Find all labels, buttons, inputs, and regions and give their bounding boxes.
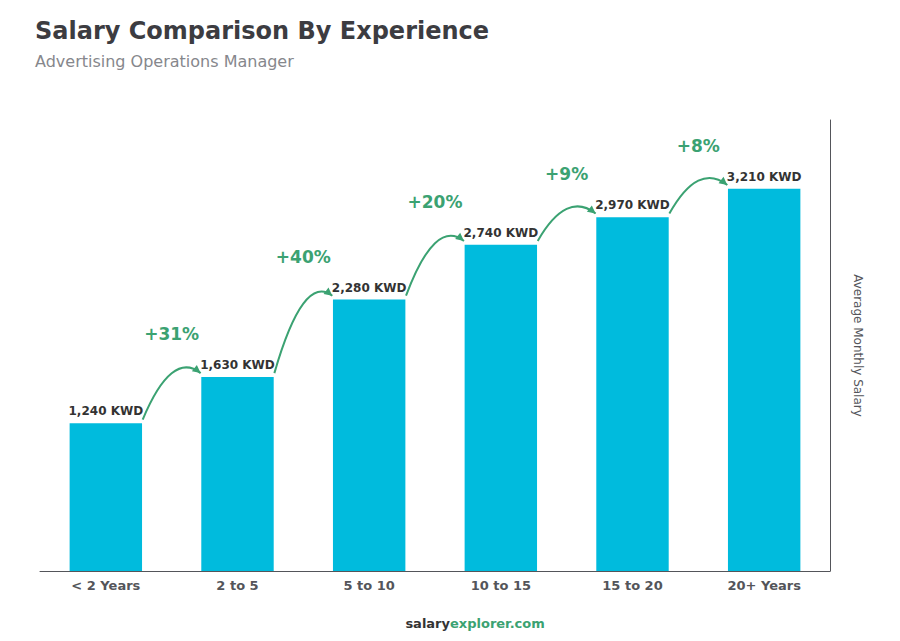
- svg-text:15 to 20: 15 to 20: [602, 578, 662, 593]
- svg-text:5 to 10: 5 to 10: [343, 578, 394, 593]
- svg-text:+8%: +8%: [677, 136, 720, 156]
- svg-text:Advertising Operations Manager: Advertising Operations Manager: [35, 52, 294, 71]
- svg-text:+31%: +31%: [144, 324, 199, 344]
- svg-text:10 to 15: 10 to 15: [471, 578, 531, 593]
- svg-text:+40%: +40%: [276, 247, 331, 267]
- svg-text:+20%: +20%: [408, 192, 463, 212]
- svg-text:2,740 KWD: 2,740 KWD: [464, 226, 539, 240]
- svg-text:1,240 KWD: 1,240 KWD: [69, 404, 144, 418]
- svg-text:Average Monthly Salary: Average Monthly Salary: [851, 274, 865, 417]
- svg-text:salary: salary: [405, 616, 450, 631]
- svg-text:3,210 KWD: 3,210 KWD: [727, 170, 802, 184]
- svg-text:2 to 5: 2 to 5: [216, 578, 258, 593]
- svg-text:explorer.com: explorer.com: [450, 616, 545, 631]
- svg-text:+9%: +9%: [545, 164, 588, 184]
- svg-text:< 2 Years: < 2 Years: [71, 578, 140, 593]
- svg-text:Salary Comparison By Experienc: Salary Comparison By Experience: [35, 17, 489, 45]
- svg-text:1,630 KWD: 1,630 KWD: [200, 358, 275, 372]
- svg-text:2,280 KWD: 2,280 KWD: [332, 281, 407, 295]
- svg-text:20+ Years: 20+ Years: [727, 578, 801, 593]
- svg-text:2,970 KWD: 2,970 KWD: [595, 198, 670, 212]
